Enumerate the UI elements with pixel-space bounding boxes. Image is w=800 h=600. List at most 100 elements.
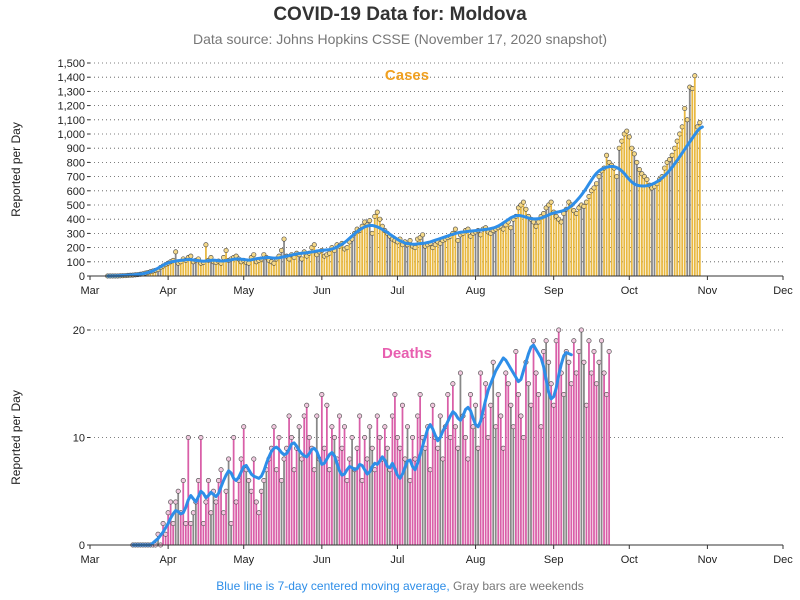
data-point xyxy=(551,402,557,408)
data-point xyxy=(223,247,229,253)
data-point xyxy=(208,510,214,516)
x-tick-label: Oct xyxy=(621,285,638,297)
data-point xyxy=(420,232,426,238)
data-point xyxy=(372,213,378,219)
data-point xyxy=(604,391,610,397)
data-point xyxy=(344,477,350,483)
data-point xyxy=(606,348,612,354)
data-point xyxy=(168,499,174,505)
data-point xyxy=(601,370,607,376)
data-point xyxy=(546,359,552,365)
footnote-moving-average: Blue line is 7-day centered moving avera… xyxy=(216,579,450,593)
y-tick-label: 900 xyxy=(67,143,85,155)
y-axis-label: Reported per Day xyxy=(9,390,23,485)
data-point xyxy=(367,424,373,430)
data-point xyxy=(553,338,559,344)
data-point xyxy=(216,477,222,483)
data-point xyxy=(279,477,285,483)
data-point xyxy=(359,477,365,483)
data-point xyxy=(200,520,206,526)
x-tick-label: Dec xyxy=(773,285,793,297)
data-point xyxy=(583,199,589,205)
data-point xyxy=(450,381,456,387)
data-point xyxy=(669,152,675,158)
data-point xyxy=(319,391,325,397)
data-point xyxy=(306,434,312,440)
data-point xyxy=(349,434,355,440)
data-point xyxy=(483,381,489,387)
data-point xyxy=(190,510,196,516)
data-point xyxy=(394,434,400,440)
data-point xyxy=(455,445,461,451)
data-point xyxy=(455,238,461,244)
panel-label: Cases xyxy=(385,67,429,84)
data-point xyxy=(412,456,418,462)
data-point xyxy=(452,226,458,232)
y-tick-label: 300 xyxy=(67,228,85,240)
data-point xyxy=(435,445,441,451)
data-point xyxy=(548,381,554,387)
data-point xyxy=(581,359,587,365)
data-point xyxy=(281,456,287,462)
data-point xyxy=(437,413,443,419)
data-point xyxy=(599,338,605,344)
data-point xyxy=(518,413,524,419)
y-tick-label: 500 xyxy=(67,200,85,212)
data-point xyxy=(684,117,690,123)
data-point xyxy=(412,245,418,251)
x-tick-label: Dec xyxy=(773,554,793,566)
data-point xyxy=(397,445,403,451)
y-tick-label: 10 xyxy=(73,433,85,445)
x-tick-label: Apr xyxy=(160,285,177,297)
chart-title: COVID-19 Data for: Moldova xyxy=(273,4,527,25)
data-point xyxy=(324,402,330,408)
data-point xyxy=(508,225,514,231)
data-point xyxy=(619,138,625,144)
data-point xyxy=(326,467,332,473)
y-tick-label: 700 xyxy=(67,172,85,184)
data-point xyxy=(203,499,209,505)
data-point xyxy=(533,223,539,229)
data-point xyxy=(510,424,516,430)
data-point xyxy=(342,424,348,430)
data-point xyxy=(488,402,494,408)
moving-average-line xyxy=(131,343,573,547)
data-point xyxy=(430,402,436,408)
moving-average-line xyxy=(106,125,704,278)
data-point xyxy=(195,477,201,483)
x-tick-label: Mar xyxy=(81,554,100,566)
data-point xyxy=(573,211,579,217)
data-point xyxy=(410,434,416,440)
data-point xyxy=(369,230,375,236)
y-tick-label: 1,500 xyxy=(57,58,85,70)
data-point xyxy=(329,424,335,430)
data-point xyxy=(498,413,504,419)
data-point xyxy=(304,402,310,408)
y-tick-label: 0 xyxy=(79,540,85,552)
data-point xyxy=(672,145,678,151)
data-point xyxy=(382,424,388,430)
data-point xyxy=(261,477,267,483)
data-point xyxy=(634,159,640,165)
data-point xyxy=(626,134,632,140)
data-point xyxy=(221,255,227,261)
data-point xyxy=(326,250,332,256)
data-point xyxy=(588,370,594,376)
data-point xyxy=(538,424,544,430)
data-point xyxy=(374,413,380,419)
data-point xyxy=(180,477,186,483)
data-point xyxy=(377,216,383,222)
data-point xyxy=(674,138,680,144)
data-point xyxy=(367,218,373,224)
data-point xyxy=(505,381,511,387)
data-point xyxy=(452,424,458,430)
data-point xyxy=(160,520,166,526)
data-point xyxy=(493,424,499,430)
data-point xyxy=(369,445,375,451)
data-point xyxy=(631,151,637,157)
data-point xyxy=(399,402,405,408)
data-point xyxy=(173,249,179,255)
data-point xyxy=(362,434,368,440)
data-point xyxy=(682,105,688,111)
data-point xyxy=(541,348,547,354)
